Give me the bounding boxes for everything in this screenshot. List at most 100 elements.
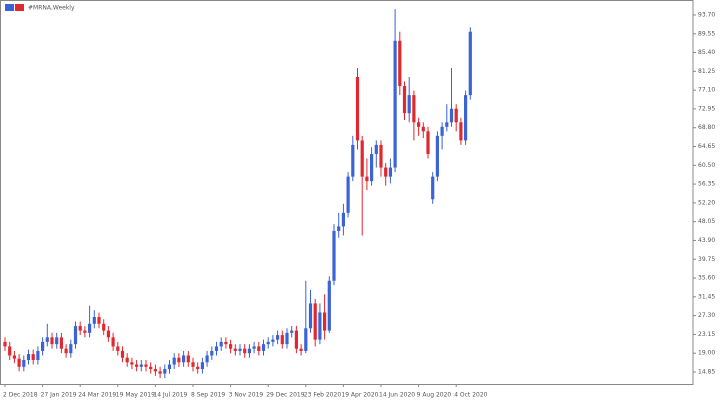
candle-body <box>139 364 143 367</box>
candle-body <box>26 354 31 361</box>
x-tick-label: 9 Aug 2020 <box>417 392 452 399</box>
candle-body <box>351 144 355 177</box>
candle-body <box>153 369 157 372</box>
y-tick-label: 43.90 <box>698 237 715 244</box>
y-tick-label: 35.60 <box>698 275 715 282</box>
candle-body <box>229 344 233 349</box>
candle-body <box>45 337 49 342</box>
candle-body <box>177 357 181 363</box>
candle-body <box>398 40 402 87</box>
y-tick-label: 52.20 <box>698 199 715 206</box>
candle-body <box>59 337 63 349</box>
candle-body <box>41 341 45 351</box>
candle-body <box>135 364 139 367</box>
candle-body <box>304 328 308 351</box>
y-tick-label: 23.15 <box>698 331 715 338</box>
candle-body <box>337 226 341 231</box>
candle-body <box>116 346 120 351</box>
candle-body <box>111 337 115 347</box>
candle-body <box>120 350 125 358</box>
candle-body <box>294 330 298 349</box>
candle-body <box>346 176 350 213</box>
candle-body <box>323 312 327 331</box>
candle-body <box>64 348 68 354</box>
candle-body <box>8 346 12 356</box>
y-tick-label: 39.75 <box>698 256 715 263</box>
candle-body <box>73 326 78 345</box>
candle-body <box>360 140 364 177</box>
candle-body <box>412 95 416 123</box>
candle-body <box>243 348 247 354</box>
candle-body <box>22 360 26 367</box>
plot-frame <box>0 0 694 385</box>
candle-body <box>261 344 266 351</box>
x-tick-label: 14 Jun 2020 <box>379 392 415 399</box>
x-tick-label: 2 Dec 2018 <box>3 392 38 399</box>
candle-body <box>384 167 388 177</box>
y-tick-label: 77.10 <box>698 87 715 94</box>
candle-body <box>149 366 153 370</box>
x-tick-label: 8 Sep 2019 <box>191 392 225 399</box>
candle-body <box>266 341 270 345</box>
x-tick-label: 29 Dec 2019 <box>266 392 305 399</box>
y-tick-label: 56.35 <box>698 181 715 188</box>
candle-body <box>464 95 468 141</box>
candle-body <box>327 280 331 331</box>
candle-body <box>158 371 162 374</box>
candle-body <box>238 348 242 351</box>
x-tick-label: 4 Oct 2020 <box>454 392 487 399</box>
x-tick-label: 14 Jul 2019 <box>153 392 187 399</box>
chart-title: #MRNA,Weekly <box>28 5 75 12</box>
candle-body <box>214 346 219 351</box>
candle-body <box>332 230 336 281</box>
candle-body <box>106 330 110 338</box>
candle-body <box>454 108 458 123</box>
candle-body <box>200 362 204 370</box>
candle-body <box>31 354 35 361</box>
candle-body <box>365 176 369 182</box>
icon <box>5 4 14 11</box>
candle-body <box>182 355 186 363</box>
candle-body <box>252 346 256 349</box>
candle-body <box>370 153 374 182</box>
candle-body <box>417 122 421 127</box>
x-tick-label: 24 Mar 2019 <box>78 392 116 399</box>
candle-body <box>191 362 195 367</box>
candle-body <box>130 362 134 365</box>
y-tick-label: 64.65 <box>698 143 715 150</box>
candle-body <box>313 303 317 340</box>
x-tick-label: 27 Jan 2019 <box>41 392 77 399</box>
candle-body <box>224 341 228 345</box>
candle-body <box>280 335 284 345</box>
x-tick-label: 19 May 2019 <box>116 392 155 399</box>
candle-body <box>468 31 472 96</box>
candle-body <box>355 76 360 141</box>
x-tick-label: 19 Apr 2020 <box>341 392 378 399</box>
candle-body <box>50 337 54 345</box>
candle-body <box>435 135 439 177</box>
candle-body <box>374 144 378 154</box>
candle-body <box>402 86 407 114</box>
candle-body <box>88 323 92 333</box>
candle-body <box>426 131 430 154</box>
candle-body <box>97 316 101 324</box>
candle-body <box>205 355 209 363</box>
candle-body <box>431 176 435 200</box>
x-tick-label: 23 Feb 2020 <box>304 392 342 399</box>
candle-body <box>163 369 167 374</box>
candle-body <box>55 337 59 345</box>
y-tick-label: 85.40 <box>698 49 715 56</box>
y-tick-label: 19.00 <box>698 350 715 357</box>
candle-body <box>379 144 383 168</box>
candle-body <box>167 364 172 370</box>
candle-body <box>445 122 449 127</box>
x-tick-label: 3 Nov 2019 <box>229 392 264 399</box>
candle-body <box>449 108 454 123</box>
candle-body <box>78 326 82 331</box>
candle-body <box>144 364 148 367</box>
candle-body <box>12 355 16 359</box>
candle-body <box>421 126 425 132</box>
candle-body <box>83 330 87 333</box>
candle-body <box>459 122 463 141</box>
